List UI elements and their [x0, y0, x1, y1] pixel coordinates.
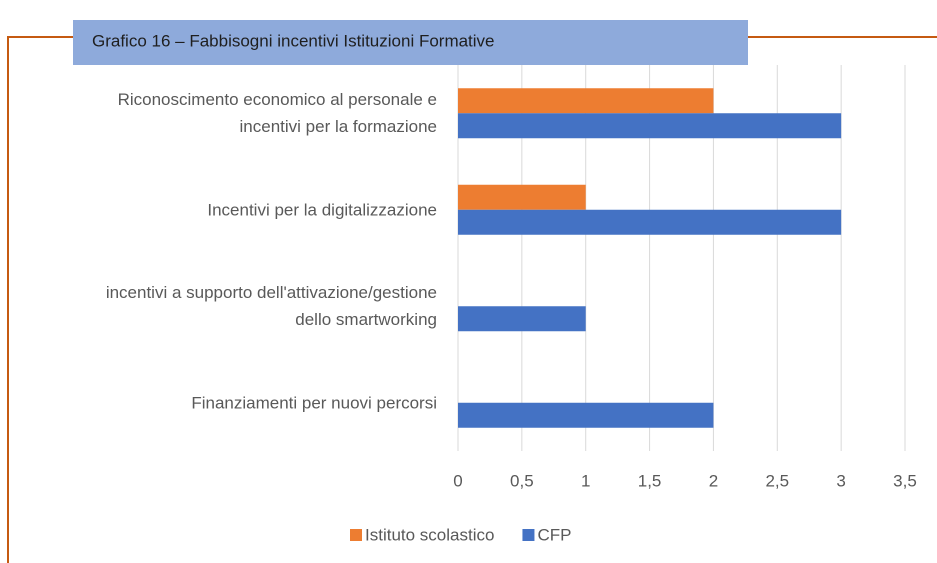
x-tick-label: 0 — [453, 471, 462, 490]
x-tick-label: 1,5 — [638, 471, 662, 490]
legend-swatch — [350, 529, 362, 541]
legend-label: CFP — [537, 525, 571, 544]
y-tick-label: Riconoscimento economico al personale e … — [117, 90, 437, 137]
bar — [458, 402, 714, 428]
bar — [458, 184, 586, 210]
y-tick-label: Incentivi per la digitalizzazione — [207, 200, 437, 220]
y-tick-label: Finanziamenti per nuovi percorsi — [191, 393, 437, 413]
bar — [458, 306, 586, 332]
bar — [458, 209, 842, 235]
x-tick-label: 1 — [581, 471, 590, 490]
x-tick-label: 2,5 — [765, 471, 789, 490]
chart-title: Grafico 16 – Fabbisogni incentivi Istitu… — [92, 31, 495, 50]
x-tick-label: 3,5 — [893, 471, 917, 490]
legend-label: Istituto scolastico — [365, 525, 494, 544]
y-tick-label: incentivi a supporto dell'attivazione/ge… — [105, 283, 437, 330]
title-banner — [73, 20, 748, 65]
legend-swatch — [522, 529, 535, 541]
x-tick-label: 2 — [709, 471, 718, 490]
bar — [458, 88, 714, 114]
x-tick-label: 3 — [836, 471, 845, 490]
bar — [458, 113, 842, 139]
x-tick-label: 0,5 — [510, 471, 534, 490]
